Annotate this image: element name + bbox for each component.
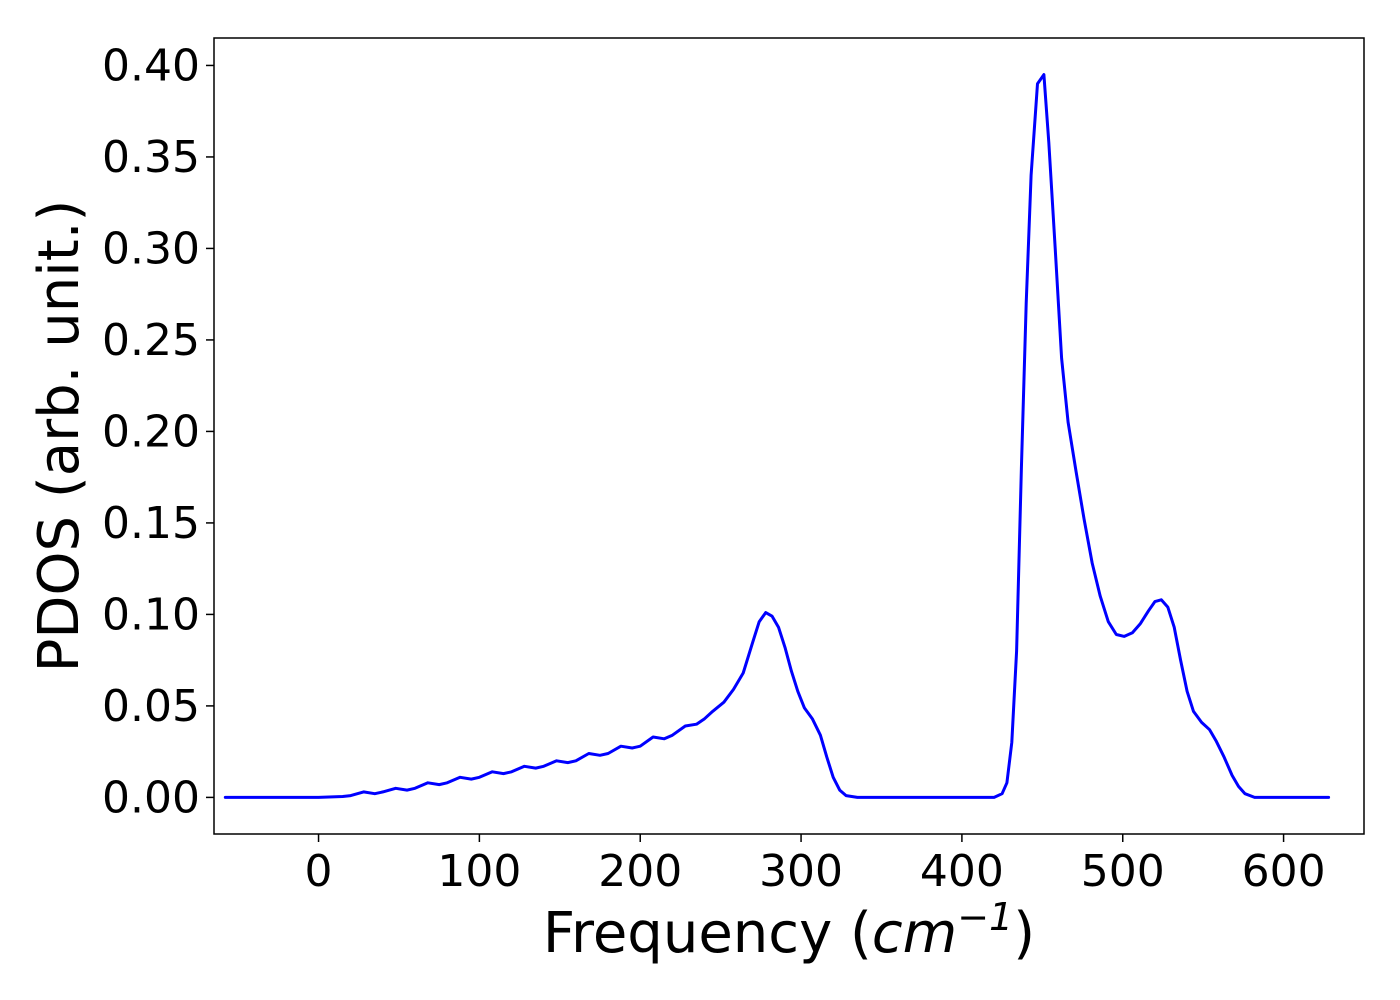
x-tick-label: 400 [920,846,1004,897]
x-tick-label: 200 [598,846,682,897]
y-tick-label: 0.15 [102,498,200,549]
x-axis-label-unit-exponent: −1 [957,895,1013,939]
x-axis-label-close: ) [1013,901,1035,966]
y-tick-label: 0.10 [102,589,200,640]
x-tick-label: 500 [1081,846,1165,897]
series-line [223,73,1331,799]
x-tick-label: 600 [1242,846,1326,897]
y-tick-label: 0.05 [102,681,200,732]
x-axis: 0 100 200 300 400 500 600 [305,834,1326,897]
plot-area [213,37,1365,835]
x-tick-label: 300 [759,846,843,897]
x-tick-label: 100 [437,846,521,897]
y-tick-label: 0.20 [102,406,200,457]
y-tick-label: 0.30 [102,223,200,274]
x-tick-label: 0 [305,846,333,897]
y-axis-label: PDOS (arb. unit.) [27,200,92,673]
y-tick-label: 0.35 [102,132,200,183]
y-axis: 0.00 0.05 0.10 0.15 0.20 0.25 0.30 0.35 0.40 [102,40,214,823]
x-axis-label-text: Frequency ( [543,901,872,966]
y-tick-label: 0.00 [102,772,200,823]
plot-frame [213,37,1365,835]
y-tick-label: 0.40 [102,40,200,91]
y-tick-label: 0.25 [102,315,200,366]
x-axis-label: Frequency (cm−1) [543,895,1035,966]
x-axis-label-unit-base: cm [872,901,957,966]
